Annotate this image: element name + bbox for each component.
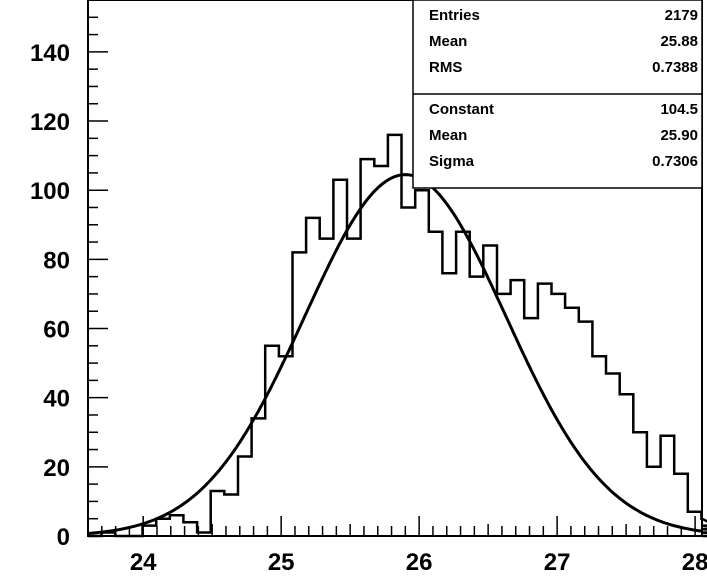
y-tick-label: 120 [30,109,70,136]
x-tick-label: 24 [130,549,157,576]
gaussian-fit-curve [87,173,703,535]
histogram-steps [88,133,707,538]
x-tick-label: 27 [544,549,571,576]
stats-value: 25.88 [660,33,698,50]
stats-value: 25.90 [660,127,698,144]
y-tick-label: 140 [30,40,70,67]
x-tick-label: 25 [268,549,295,576]
y-tick-label: 100 [30,178,70,205]
plot-frame [87,0,703,537]
x-tick-label: 28 [682,549,707,576]
stats-label: Constant [429,101,494,118]
y-tick-label: 0 [57,524,70,551]
y-tick-label: 40 [43,386,70,413]
axis-tick-labels: 0 20 40 60 80 100 120 140 24 25 26 27 28 [30,40,707,576]
axis-ticks [87,16,696,537]
y-tick-label: 60 [43,317,70,344]
x-tick-label: 26 [406,549,433,576]
stats-label: Mean [429,33,467,50]
stats-label: Sigma [429,153,475,170]
stats-value: 104.5 [660,101,698,118]
stats-label: Entries [429,7,480,24]
stats-value: 0.7388 [652,59,698,76]
y-tick-label: 80 [43,247,70,274]
stats-label: Mean [429,127,467,144]
stats-value: 0.7306 [652,153,698,170]
stats-box: Entries 2179 Mean 25.88 RMS 0.7388 Constant 104… [412,0,703,189]
stats-value: 2179 [665,7,698,24]
y-tick-label: 20 [43,455,70,482]
stats-label: RMS [429,59,462,76]
